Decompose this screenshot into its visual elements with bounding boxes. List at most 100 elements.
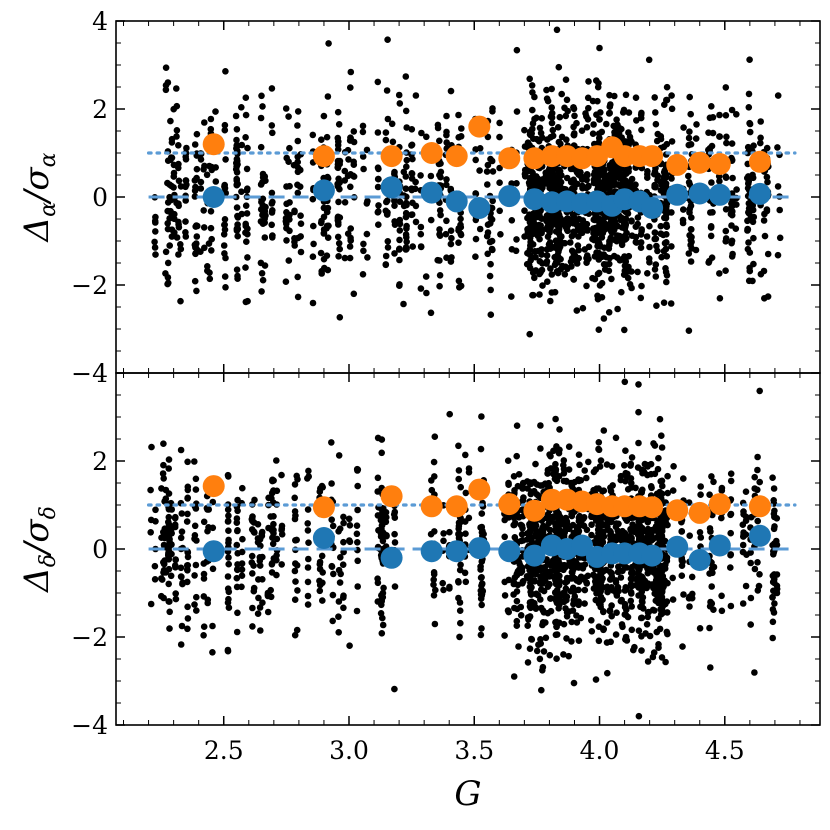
raw-point [261,219,269,226]
raw-point [597,588,604,595]
raw-point [709,129,717,137]
raw-point [663,231,670,238]
raw-point [651,94,658,101]
raw-point [668,105,676,113]
raw-point [555,238,562,245]
raw-point [776,206,783,214]
raw-point [754,587,762,594]
raw-point [172,590,179,597]
raw-point [440,537,447,545]
raw-point [680,591,687,598]
raw-point [612,536,619,544]
raw-point [431,620,439,628]
raw-point [571,130,578,137]
raw-point [688,214,695,221]
raw-point [309,195,317,203]
raw-point [238,560,246,567]
raw-point [184,603,191,611]
raw-point [243,165,251,173]
bottom-binned-markers [202,475,771,571]
raw-point [604,669,611,677]
raw-point [707,223,715,230]
raw-point [455,277,463,285]
raw-point [269,129,276,137]
raw-point [184,625,191,633]
raw-point [353,607,361,615]
raw-point [395,91,403,99]
raw-point [243,187,251,194]
raw-point [510,514,518,522]
raw-point [571,252,579,259]
binned-mean-marker [420,181,443,204]
raw-point [605,309,613,316]
binned-std-marker [708,153,731,175]
raw-point [320,230,328,237]
raw-point [200,632,207,639]
raw-point [488,204,496,212]
y-tick-label: 0 [92,535,108,564]
raw-point [742,488,750,496]
raw-point [443,181,450,189]
raw-point [618,134,625,141]
raw-point [382,518,390,526]
raw-point [663,278,670,286]
raw-point [661,190,668,198]
raw-point [573,260,581,267]
raw-point [261,234,269,241]
raw-point [590,585,598,592]
raw-point [583,282,590,290]
raw-point [535,641,542,648]
raw-point [193,287,200,295]
raw-point [261,173,269,180]
raw-point [197,248,204,255]
binned-mean-marker [523,188,546,211]
binned-std-marker [468,115,491,138]
raw-point [643,621,651,628]
raw-point [538,115,546,122]
raw-point [409,243,417,250]
raw-point [536,124,544,132]
binned-std-marker [688,501,711,524]
raw-point [643,233,651,240]
raw-point [601,266,609,273]
raw-point [353,522,361,529]
raw-point [472,235,480,243]
raw-point [644,174,651,181]
raw-point [635,627,643,634]
raw-point [318,270,326,277]
raw-point [442,230,450,238]
raw-point [422,273,430,280]
raw-point [718,592,725,600]
raw-point [336,160,344,168]
raw-point [580,515,587,522]
raw-point [335,528,342,535]
raw-point [547,452,554,460]
raw-point [423,133,430,141]
raw-point [291,208,298,216]
raw-point [663,628,671,636]
raw-point [697,483,704,490]
raw-point [583,124,591,131]
raw-point [489,246,496,254]
y-tick-label: −2 [71,623,108,652]
raw-point [568,263,575,270]
raw-point [649,653,657,661]
binned-std-marker [468,478,491,501]
raw-point [184,458,191,466]
raw-point [443,254,450,261]
top-axis-ticks: −4 −2 0 2 4 [71,7,820,388]
raw-point [402,173,410,180]
raw-point [641,460,649,468]
raw-point [171,562,179,569]
raw-point [203,171,211,179]
raw-point [554,124,562,131]
raw-point [511,604,518,612]
raw-point [324,204,332,212]
raw-point [706,570,713,577]
raw-point [774,183,782,190]
raw-point [589,130,597,137]
raw-point [484,221,492,228]
raw-point [152,251,159,258]
raw-point [408,186,416,194]
raw-point [592,676,600,683]
